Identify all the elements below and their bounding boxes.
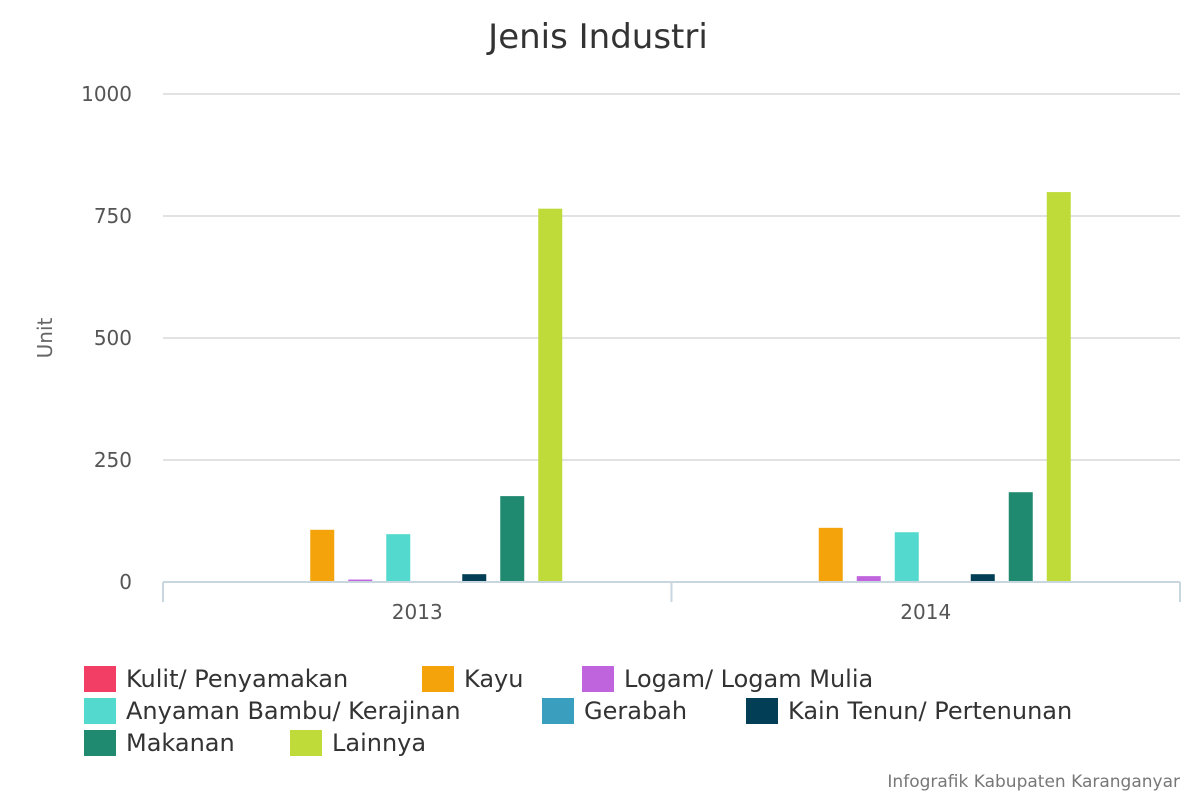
bar — [856, 576, 881, 582]
legend-label: Anyaman Bambu/ Kerajinan — [126, 697, 461, 725]
bar — [310, 529, 335, 582]
y-axis-label: Unit — [33, 317, 57, 358]
bar — [818, 527, 843, 582]
legend-row: Kulit/ Penyamakan Kayu Logam/ Logam Mulia — [84, 663, 1184, 695]
legend-row: Makanan Lainnya — [84, 727, 1184, 759]
legend-item[interactable]: Makanan — [84, 729, 290, 757]
bar — [386, 534, 411, 582]
bar — [538, 208, 563, 582]
legend-swatch — [84, 698, 116, 724]
bar — [1008, 492, 1033, 582]
legend-swatch — [542, 698, 574, 724]
axes: 0 250 500 750 1000 2013 2014 — [81, 82, 1181, 624]
bars — [310, 192, 1071, 582]
x-tick-label: 2014 — [900, 600, 951, 624]
x-tick-label: 2013 — [392, 600, 443, 624]
legend-swatch — [290, 730, 322, 756]
legend-label: Kain Tenun/ Pertenunan — [788, 697, 1073, 725]
legend-swatch — [422, 666, 454, 692]
legend-item[interactable]: Kulit/ Penyamakan — [84, 665, 422, 693]
chart: Jenis Industri Unit 0 250 500 750 1000 2013 20… — [33, 17, 1181, 624]
bar — [462, 574, 487, 582]
legend-label: Kulit/ Penyamakan — [126, 665, 349, 693]
legend-label: Logam/ Logam Mulia — [624, 665, 874, 693]
y-tick-label: 750 — [94, 204, 132, 228]
y-tick-label: 0 — [119, 570, 132, 594]
chart-title: Jenis Industri — [486, 17, 708, 57]
legend-item[interactable]: Logam/ Logam Mulia — [582, 665, 982, 693]
legend-swatch — [84, 666, 116, 692]
legend-label: Kayu — [464, 665, 524, 693]
y-tick-label: 500 — [94, 326, 132, 350]
gridlines — [163, 93, 1180, 461]
legend-label: Gerabah — [584, 697, 688, 725]
legend-label: Makanan — [126, 729, 235, 757]
legend-item[interactable]: Kain Tenun/ Pertenunan — [746, 697, 1146, 725]
legend-swatch — [582, 666, 614, 692]
y-tick-label: 250 — [94, 448, 132, 472]
legend-label: Lainnya — [332, 729, 427, 757]
y-tick-label: 1000 — [81, 82, 132, 106]
bar — [1046, 192, 1071, 582]
bar — [500, 496, 525, 582]
legend-swatch — [746, 698, 778, 724]
legend-swatch — [84, 730, 116, 756]
legend-item[interactable]: Anyaman Bambu/ Kerajinan — [84, 697, 542, 725]
credit-text: Infografik Kabupaten Karanganyar — [887, 772, 1180, 792]
legend-item[interactable]: Kayu — [422, 665, 582, 693]
bar — [894, 532, 919, 582]
legend-row: Anyaman Bambu/ Kerajinan Gerabah Kain Tenu… — [84, 695, 1184, 727]
legend-item[interactable]: Gerabah — [542, 697, 746, 725]
bar — [970, 574, 995, 582]
legend: Kulit/ Penyamakan Kayu Logam/ Logam Mulia A… — [84, 663, 1184, 759]
legend-item[interactable]: Lainnya — [290, 729, 690, 757]
bar — [348, 579, 373, 582]
